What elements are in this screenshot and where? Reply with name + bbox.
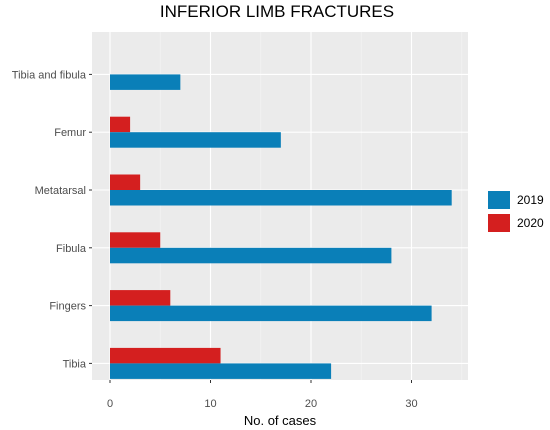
bar-2019-6: [110, 363, 332, 379]
y-tick-label: Tibia and fibula: [12, 69, 87, 81]
x-tick-label: 30: [405, 398, 417, 410]
y-tick-label: Fingers: [49, 301, 86, 313]
x-tick-label: 10: [204, 398, 216, 410]
y-tick-label: Fibula: [56, 243, 87, 255]
bar-2019-3: [110, 190, 452, 206]
y-axis: Tibia and fibula Femur Metatarsal Fibula Fin…: [12, 69, 92, 370]
legend-key-2020: [488, 214, 510, 232]
bar-2020-2: [110, 116, 131, 133]
bar-2020-5: [110, 290, 171, 306]
x-axis-title: No. of cases: [244, 413, 317, 428]
bar-2020-6: [110, 347, 221, 364]
legend-label-2020: 2020: [517, 216, 544, 230]
bar-2020-3: [110, 174, 141, 190]
bars: [110, 74, 452, 379]
legend-label-2019: 2019: [517, 193, 544, 207]
y-tick-label: Femur: [54, 127, 86, 139]
bar-2020-4: [110, 232, 161, 248]
bar-2019-5: [110, 305, 432, 322]
plot-panel: [92, 32, 468, 380]
bar-2019-1: [110, 74, 181, 90]
y-tick-label: Tibia: [63, 358, 87, 370]
bar-2019-4: [110, 247, 392, 264]
x-axis: 0 10 20 30: [107, 380, 418, 410]
x-tick-label: 20: [305, 398, 317, 410]
x-tick-label: 0: [107, 398, 113, 410]
chart-title: INFERIOR LIMB FRACTURES: [160, 2, 394, 21]
bar-2019-2: [110, 132, 281, 148]
y-tick-label: Metatarsal: [35, 185, 86, 197]
legend-key-2019: [488, 191, 510, 209]
legend: 2019 2020: [488, 191, 544, 232]
